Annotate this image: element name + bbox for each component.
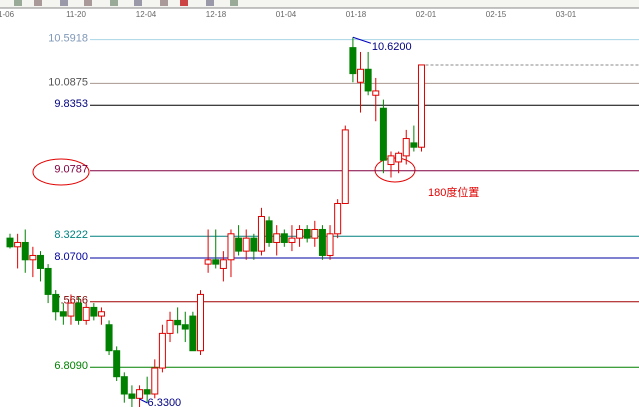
date-label: 02-15: [486, 10, 507, 19]
level-label: 6.8090: [54, 360, 88, 372]
candle-body: [311, 228, 319, 239]
candle-body: [265, 220, 273, 243]
candle-body: [341, 129, 349, 204]
candle-body: [280, 233, 288, 243]
candle-body: [288, 237, 296, 243]
candle-body: [257, 215, 265, 252]
candle-body: [105, 324, 113, 352]
candle-body: [395, 152, 403, 163]
level-label: 10.5918: [48, 33, 88, 45]
candle-body: [204, 259, 212, 265]
low-label: 6.3300: [148, 397, 182, 407]
candle-body: [326, 233, 334, 256]
candle-body: [364, 68, 372, 92]
candle-body: [158, 332, 166, 369]
date-label: 12-04: [136, 10, 157, 19]
candle-body: [151, 367, 159, 395]
candle-body: [143, 389, 151, 395]
candle-body: [189, 315, 197, 352]
candle-body: [90, 306, 98, 317]
candle-body: [242, 237, 250, 252]
date-label: 01-04: [276, 10, 297, 19]
date-label: 01-18: [346, 10, 367, 19]
candle-body: [52, 293, 60, 313]
annotation-line: [139, 398, 148, 404]
note: 180度位置: [428, 185, 479, 199]
candle-body: [334, 203, 342, 235]
candle-body: [318, 228, 326, 256]
candle-body: [235, 237, 243, 252]
level-label: 8.3222: [54, 229, 88, 241]
date-label: 1-06: [0, 10, 15, 19]
candle-body: [166, 319, 174, 334]
candle-body: [97, 311, 105, 317]
toolbar: [0, 0, 639, 9]
level-label: 10.0875: [48, 76, 88, 88]
candle-body: [113, 350, 121, 378]
candle-body: [357, 68, 365, 83]
candle-body: [120, 376, 128, 395]
candle-body: [212, 259, 220, 265]
candle-body: [136, 389, 144, 399]
candle-body: [14, 241, 22, 248]
candle-body: [181, 324, 189, 330]
level-label: 8.0700: [54, 251, 88, 263]
candle-body: [250, 237, 258, 252]
candle-body: [44, 267, 52, 295]
candle-body: [387, 155, 395, 166]
high-label: 10.6200: [372, 41, 412, 53]
candle-body: [227, 233, 235, 261]
candle-body: [410, 142, 418, 148]
candle-body: [128, 393, 136, 399]
candle-body: [67, 302, 75, 317]
candle-body: [59, 311, 67, 317]
date-label: 11-20: [66, 10, 86, 19]
candle-body: [197, 293, 204, 352]
candle-body: [36, 254, 44, 269]
candle-body: [29, 254, 37, 261]
level-label: 9.0787: [54, 164, 88, 176]
candle-body: [379, 107, 387, 161]
date-label: 12-18: [206, 10, 227, 19]
candle-body: [219, 259, 227, 269]
candle-body: [82, 306, 90, 321]
candle-body: [174, 319, 182, 326]
candle-body: [296, 228, 304, 239]
date-label: 03-01: [556, 10, 577, 19]
candle-body: [273, 233, 281, 243]
candle-body: [75, 302, 83, 321]
candle-body: [21, 241, 29, 261]
highlight-ellipse: [32, 158, 90, 186]
candle-body: [417, 64, 425, 148]
highlight-ellipse: [374, 157, 416, 183]
candle-body: [372, 90, 380, 96]
candle-body: [303, 228, 311, 239]
level-label: 9.8353: [54, 98, 88, 110]
candle-body: [402, 138, 410, 157]
candle-body: [349, 47, 357, 75]
annotation-line: [352, 36, 372, 44]
candle-body: [6, 237, 14, 248]
date-label: 02-01: [416, 10, 437, 19]
